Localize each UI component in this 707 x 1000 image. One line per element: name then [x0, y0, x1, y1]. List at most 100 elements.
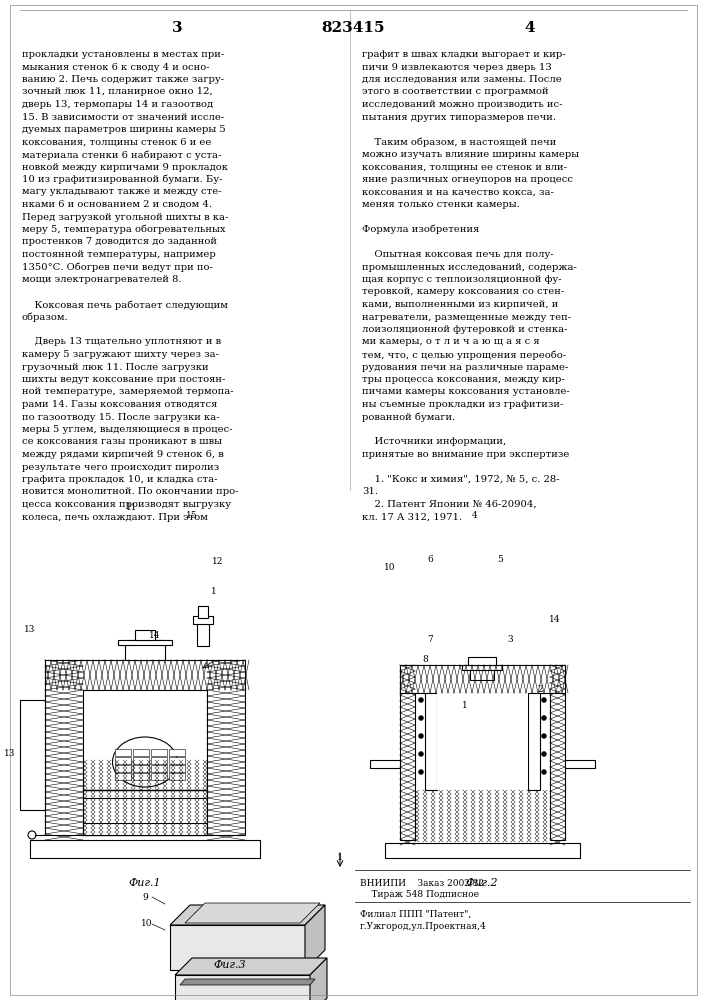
Text: яние различных огнеупоров на процесс: яние различных огнеупоров на процесс — [362, 175, 573, 184]
Text: 10: 10 — [141, 920, 153, 928]
Text: можно изучать влияние ширины камеры: можно изучать влияние ширины камеры — [362, 150, 579, 159]
Text: исследований можно производить ис-: исследований можно производить ис- — [362, 100, 563, 109]
Bar — [83, 690, 207, 835]
Bar — [30, 840, 260, 858]
Text: 4: 4 — [472, 510, 478, 520]
Bar — [437, 693, 528, 790]
Text: 13: 13 — [24, 626, 35, 635]
Text: цесса коксования производят выгрузку: цесса коксования производят выгрузку — [22, 500, 231, 509]
Text: новится монолитной. По окончании про-: новится монолитной. По окончании про- — [22, 488, 238, 496]
Text: колеса, печь охлаждают. При этом: колеса, печь охлаждают. При этом — [22, 512, 208, 522]
Bar — [169, 757, 185, 764]
Bar — [370, 760, 400, 768]
Text: между рядами кирпичей 9 стенок 6, в: между рядами кирпичей 9 стенок 6, в — [22, 450, 223, 459]
Ellipse shape — [419, 734, 423, 738]
Text: ванию 2. Печь содержит также загру-: ванию 2. Печь содержит также загру- — [22, 75, 224, 84]
Text: 12: 12 — [212, 558, 223, 566]
Text: 10: 10 — [384, 564, 396, 572]
Text: шихты ведут коксование при постоян-: шихты ведут коксование при постоян- — [22, 375, 226, 384]
Text: теровкой, камеру коксования со стен-: теровкой, камеру коксования со стен- — [362, 288, 564, 296]
Text: дуемых параметров ширины камеры 5: дуемых параметров ширины камеры 5 — [22, 125, 226, 134]
Text: Источники информации,: Источники информации, — [362, 438, 506, 446]
Polygon shape — [195, 907, 315, 913]
Bar — [45, 660, 245, 835]
Text: 4: 4 — [525, 21, 535, 35]
Text: коксования, толщины ее стенок и вли-: коксования, толщины ее стенок и вли- — [362, 162, 567, 172]
Bar — [133, 757, 149, 764]
Polygon shape — [175, 958, 327, 975]
Text: тры процесса коксования, между кир-: тры процесса коксования, между кир- — [362, 375, 565, 384]
Text: графита прокладок 10, и кладка ста-: графита прокладок 10, и кладка ста- — [22, 475, 218, 484]
Text: принятые во внимание при экспертизе: принятые во внимание при экспертизе — [362, 450, 569, 459]
Text: Фиг.2: Фиг.2 — [466, 878, 498, 888]
Text: 15: 15 — [186, 512, 198, 520]
Text: 9: 9 — [142, 892, 148, 902]
Text: ны съемные прокладки из графитизи-: ны съемные прокладки из графитизи- — [362, 400, 563, 409]
Text: 2. Патент Японии № 46-20904,: 2. Патент Японии № 46-20904, — [362, 500, 537, 509]
Polygon shape — [310, 958, 327, 1000]
Text: мыкания стенок 6 к своду 4 и осно-: мыкания стенок 6 к своду 4 и осно- — [22, 62, 209, 72]
Text: 1350°С. Обогрев печи ведут при по-: 1350°С. Обогрев печи ведут при по- — [22, 262, 213, 272]
Ellipse shape — [542, 734, 547, 738]
Text: прокладки установлены в местах при-: прокладки установлены в местах при- — [22, 50, 224, 59]
Text: камеру 5 загружают шихту через за-: камеру 5 загружают шихту через за- — [22, 350, 219, 359]
Bar — [83, 790, 207, 798]
Text: для исследования или замены. После: для исследования или замены. После — [362, 75, 562, 84]
Text: 6: 6 — [427, 556, 433, 564]
Ellipse shape — [419, 698, 423, 702]
Polygon shape — [185, 903, 320, 923]
Polygon shape — [170, 905, 325, 925]
Text: графит в швах кладки выгорает и кир-: графит в швах кладки выгорает и кир- — [362, 50, 566, 59]
Polygon shape — [305, 905, 325, 970]
Text: 3: 3 — [172, 21, 182, 35]
Ellipse shape — [28, 831, 36, 839]
Text: дверь 13, термопары 14 и газоотвод: дверь 13, термопары 14 и газоотвод — [22, 100, 213, 109]
Bar — [125, 640, 165, 660]
Bar — [197, 620, 209, 646]
Text: меру 5, температура обогревательных: меру 5, температура обогревательных — [22, 225, 226, 234]
Text: результате чего происходит пиролиз: результате чего происходит пиролиз — [22, 462, 219, 472]
Text: постоянной температуры, например: постоянной температуры, например — [22, 250, 216, 259]
Bar — [115, 765, 131, 772]
Bar — [169, 765, 185, 772]
Text: 2: 2 — [537, 686, 543, 694]
Text: тем, что, с целью упрощения переобо-: тем, что, с целью упрощения переобо- — [362, 350, 566, 360]
Bar — [169, 749, 185, 756]
Text: 1: 1 — [337, 854, 343, 862]
Bar — [198, 606, 208, 618]
Bar — [115, 757, 131, 764]
Text: 13: 13 — [4, 750, 15, 758]
Text: 15. В зависимости от значений иссле-: 15. В зависимости от значений иссле- — [22, 112, 224, 121]
Text: ной температуре, замеряемой термопа-: ной температуре, замеряемой термопа- — [22, 387, 233, 396]
Text: грузочный люк 11. После загрузки: грузочный люк 11. После загрузки — [22, 362, 209, 371]
Text: Перед загрузкой угольной шихты в ка-: Перед загрузкой угольной шихты в ка- — [22, 213, 228, 222]
Polygon shape — [175, 975, 310, 1000]
Text: по газоотводу 15. После загрузки ка-: по газоотводу 15. После загрузки ка- — [22, 412, 220, 422]
Text: Коксовая печь работает следующим: Коксовая печь работает следующим — [22, 300, 228, 310]
Text: Тираж 548 Подписное: Тираж 548 Подписное — [360, 890, 479, 899]
Text: коксования и на качество кокса, за-: коксования и на качество кокса, за- — [362, 188, 554, 196]
Text: 1: 1 — [462, 700, 468, 710]
Text: 5: 5 — [497, 556, 503, 564]
Bar — [115, 749, 131, 756]
Text: 1. "Кокс и химия", 1972, № 5, с. 28-: 1. "Кокс и химия", 1972, № 5, с. 28- — [362, 475, 560, 484]
Text: г.Ужгород,ул.Проектная,4: г.Ужгород,ул.Проектная,4 — [360, 922, 486, 931]
Bar — [151, 765, 167, 772]
Text: 31.: 31. — [362, 488, 378, 496]
Text: 10 из графитизированной бумаги. Бу-: 10 из графитизированной бумаги. Бу- — [22, 175, 223, 184]
Text: 823415: 823415 — [321, 21, 385, 35]
Text: пичами камеры коксования установле-: пичами камеры коксования установле- — [362, 387, 570, 396]
Text: этого в соответствии с программой: этого в соответствии с программой — [362, 88, 549, 97]
Bar — [565, 760, 595, 768]
Bar — [118, 640, 172, 645]
Text: Формула изобретения: Формула изобретения — [362, 225, 479, 234]
Text: ми камеры, о т л и ч а ю щ а я с я: ми камеры, о т л и ч а ю щ а я с я — [362, 338, 539, 347]
Text: пичи 9 извлекаются через дверь 13: пичи 9 извлекаются через дверь 13 — [362, 62, 551, 72]
Text: рами 14. Газы коксования отводятся: рами 14. Газы коксования отводятся — [22, 400, 217, 409]
Bar — [151, 749, 167, 756]
Ellipse shape — [419, 752, 423, 756]
Text: ВНИИПИ    Заказ 2002/32: ВНИИПИ Заказ 2002/32 — [360, 878, 484, 887]
Bar — [462, 665, 502, 670]
Bar — [400, 665, 415, 840]
Text: се коксования газы проникают в швы: се коксования газы проникают в швы — [22, 438, 222, 446]
